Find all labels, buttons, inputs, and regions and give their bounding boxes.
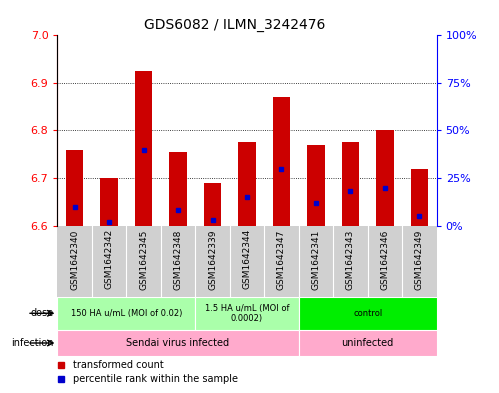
Bar [204,183,221,226]
Text: dose: dose [30,308,53,318]
Bar [299,297,437,330]
Bar [239,142,255,226]
Bar [195,297,299,330]
Text: GSM1642348: GSM1642348 [174,229,183,290]
Text: GSM1642341: GSM1642341 [311,229,320,290]
Bar [170,152,187,226]
Bar [411,169,428,226]
Bar [57,297,195,330]
Bar [342,142,359,226]
Bar [376,130,394,226]
Text: GSM1642342: GSM1642342 [105,229,114,289]
Text: uninfected: uninfected [341,338,394,348]
Text: GSM1642347: GSM1642347 [277,229,286,290]
Text: GSM1642340: GSM1642340 [70,229,79,290]
Bar [57,330,299,356]
Text: GSM1642339: GSM1642339 [208,229,217,290]
Bar [273,97,290,226]
Text: GSM1642349: GSM1642349 [415,229,424,290]
Text: 150 HA u/mL (MOI of 0.02): 150 HA u/mL (MOI of 0.02) [71,309,182,318]
Text: percentile rank within the sample: percentile rank within the sample [72,374,238,384]
Text: GSM1642344: GSM1642344 [243,229,251,289]
Bar [66,149,83,226]
Text: GSM1642343: GSM1642343 [346,229,355,290]
Bar [100,178,118,226]
Text: GSM1642345: GSM1642345 [139,229,148,290]
Text: Sendai virus infected: Sendai virus infected [126,338,230,348]
Bar [307,145,324,226]
Bar [135,71,152,226]
Text: GDS6082 / ILMN_3242476: GDS6082 / ILMN_3242476 [144,18,325,32]
Text: control: control [353,309,382,318]
Text: transformed count: transformed count [72,360,163,369]
Text: GSM1642346: GSM1642346 [380,229,389,290]
Text: infection: infection [11,338,53,348]
Text: 1.5 HA u/mL (MOI of
0.0002): 1.5 HA u/mL (MOI of 0.0002) [205,303,289,323]
Bar [299,330,437,356]
